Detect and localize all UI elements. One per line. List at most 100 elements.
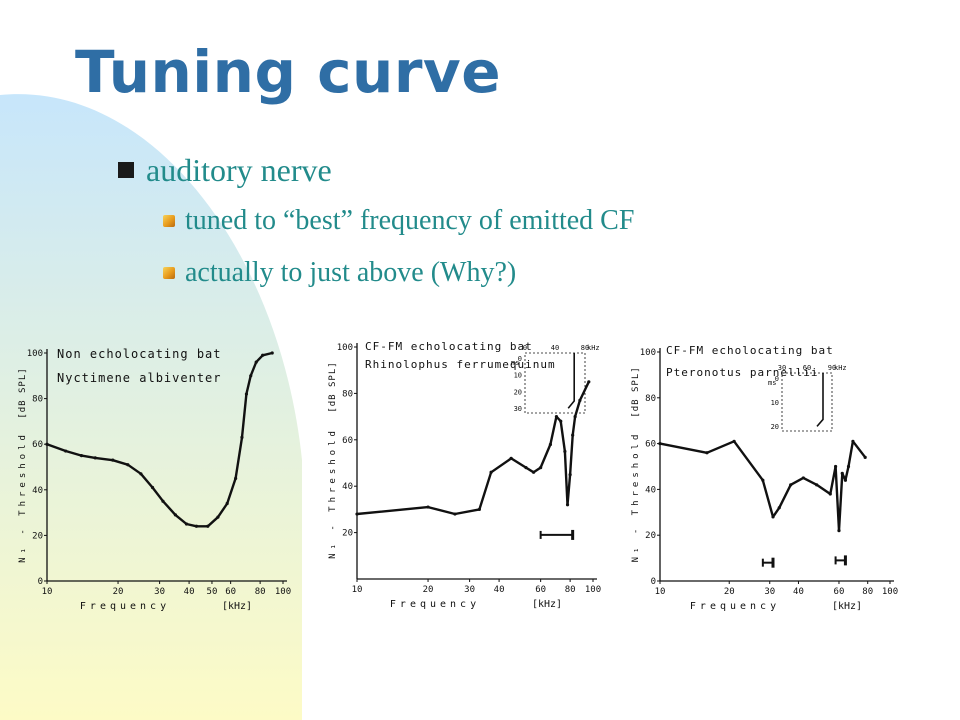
data-point	[563, 449, 567, 453]
data-point	[139, 472, 143, 476]
data-point	[45, 442, 49, 446]
y-tick-label: 20	[32, 531, 43, 541]
data-point	[573, 415, 577, 419]
x-tick-label: 80	[565, 585, 576, 595]
y-tick-label: 60	[32, 440, 43, 450]
bullet-text: auditory nerve	[146, 152, 332, 188]
y-tick-label: 60	[645, 440, 656, 450]
y-axis-label: N₁ - Threshold	[18, 431, 28, 563]
data-point	[93, 456, 97, 460]
data-point	[225, 501, 229, 506]
x-tick-label: 80	[255, 587, 266, 597]
inset-x-tick-label: 80	[581, 344, 589, 352]
data-point	[833, 464, 838, 469]
y-tick-label: 40	[645, 485, 656, 495]
data-point	[815, 483, 819, 487]
data-point	[489, 470, 493, 474]
y-tick-label: 0	[38, 577, 43, 587]
x-tick-label: 30	[464, 585, 475, 595]
x-tick-label: 100	[585, 585, 601, 595]
x-tick-label: 10	[42, 587, 53, 597]
data-point	[554, 415, 559, 419]
data-point	[851, 439, 855, 443]
y-tick-label: 80	[342, 389, 353, 399]
inset-y-tick-label: 10	[514, 372, 522, 380]
y-tick-label: 100	[337, 343, 353, 353]
inset-x-tick-label: 0	[523, 344, 527, 352]
tuning-curve-chart-nyctimene: 0 20 40 60 80 100 10 20 30 40 50 60 80 100 Frequency [k…	[18, 347, 291, 612]
inset-x-tick-label: 40	[551, 344, 559, 352]
x-tick-label: 60	[225, 587, 236, 597]
inset-frame	[781, 372, 833, 432]
data-point	[732, 439, 736, 443]
inset-y-tick-label: 20	[514, 388, 522, 396]
inset-y-tick-label: 0	[775, 375, 779, 383]
data-point	[184, 522, 189, 526]
data-point	[571, 433, 575, 437]
data-point	[240, 435, 244, 439]
data-point	[426, 505, 430, 509]
x-tick-label: 40	[494, 585, 505, 595]
data-point	[477, 507, 481, 511]
inset-y-tick-label: 10	[771, 399, 779, 407]
data-point	[111, 458, 115, 462]
data-point	[509, 456, 513, 460]
data-point	[789, 483, 793, 487]
x-tick-label: 80	[862, 587, 873, 597]
inset-x-tick-label: 30	[778, 364, 786, 372]
data-point	[524, 466, 528, 470]
y-axis-label: N₁ - Threshold	[631, 431, 641, 563]
x-tick-label: 60	[834, 587, 845, 597]
x-axis-unit: [kHz]	[832, 601, 862, 612]
slide-title: Tuning curve	[75, 38, 502, 106]
inset-x-unit: kHz	[587, 344, 600, 352]
y-axis-unit: [dB SPL]	[328, 361, 338, 412]
data-point	[705, 451, 709, 455]
x-axis-unit: [kHz]	[532, 599, 562, 610]
data-point	[771, 515, 775, 519]
inset-call-trace	[816, 373, 824, 427]
data-point	[578, 398, 582, 402]
y-tick-label: 20	[645, 531, 656, 541]
data-point	[161, 499, 165, 503]
y-axis-label: N₁ - Threshold	[328, 427, 338, 559]
x-tick-label: 20	[423, 585, 434, 595]
y-tick-label: 0	[651, 577, 656, 587]
inset-y-label: ms	[511, 359, 519, 367]
data-point	[828, 492, 832, 496]
data-point	[79, 454, 84, 458]
square-bullet-icon	[118, 162, 134, 178]
y-tick-label: 80	[645, 394, 656, 404]
x-tick-label: 60	[535, 585, 546, 595]
data-point	[453, 512, 457, 516]
chart-title: CF-FM echolocating bat	[365, 340, 533, 353]
data-point	[539, 466, 543, 470]
data-point	[64, 449, 68, 453]
subbullet-item: tuned to “best” frequency of emitted CF	[163, 205, 634, 237]
data-point	[194, 524, 199, 528]
y-axis-unit: [dB SPL]	[631, 366, 641, 417]
y-tick-label: 100	[640, 348, 656, 358]
chart-subtitle: Nyctimene albiventer	[57, 371, 222, 385]
chart-title: CF-FM echolocating bat	[666, 344, 834, 357]
x-axis-unit: [kHz]	[222, 601, 252, 612]
x-tick-label: 30	[764, 587, 775, 597]
data-point	[355, 512, 359, 516]
data-point	[761, 478, 765, 482]
x-axis-label: Frequency	[80, 601, 170, 612]
inset-call-trace	[567, 353, 575, 409]
bullet-item: auditory nerve	[118, 152, 332, 189]
tuning-curve-line	[46, 351, 273, 528]
data-point	[216, 515, 220, 519]
x-axis-label: Frequency	[690, 601, 780, 612]
data-point	[777, 506, 781, 510]
data-point	[244, 392, 249, 396]
y-tick-label: 40	[32, 486, 43, 496]
data-point	[840, 471, 844, 475]
data-point	[206, 524, 210, 528]
data-point	[846, 464, 851, 469]
y-tick-label: 60	[342, 436, 353, 446]
x-tick-label: 10	[352, 585, 363, 595]
